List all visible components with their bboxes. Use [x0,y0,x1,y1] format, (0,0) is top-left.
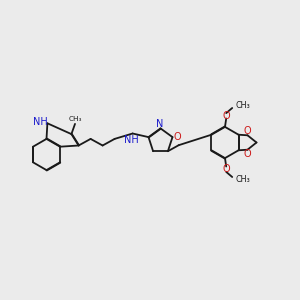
Text: NH: NH [124,135,139,145]
Text: O: O [222,164,230,175]
Text: CH₃: CH₃ [236,101,250,110]
Text: N: N [156,118,163,129]
Text: CH₃: CH₃ [236,175,250,184]
Text: O: O [222,110,230,121]
Text: O: O [243,149,251,159]
Text: CH₃: CH₃ [69,116,82,122]
Text: O: O [243,126,251,136]
Text: O: O [173,131,181,142]
Text: NH: NH [33,116,48,127]
